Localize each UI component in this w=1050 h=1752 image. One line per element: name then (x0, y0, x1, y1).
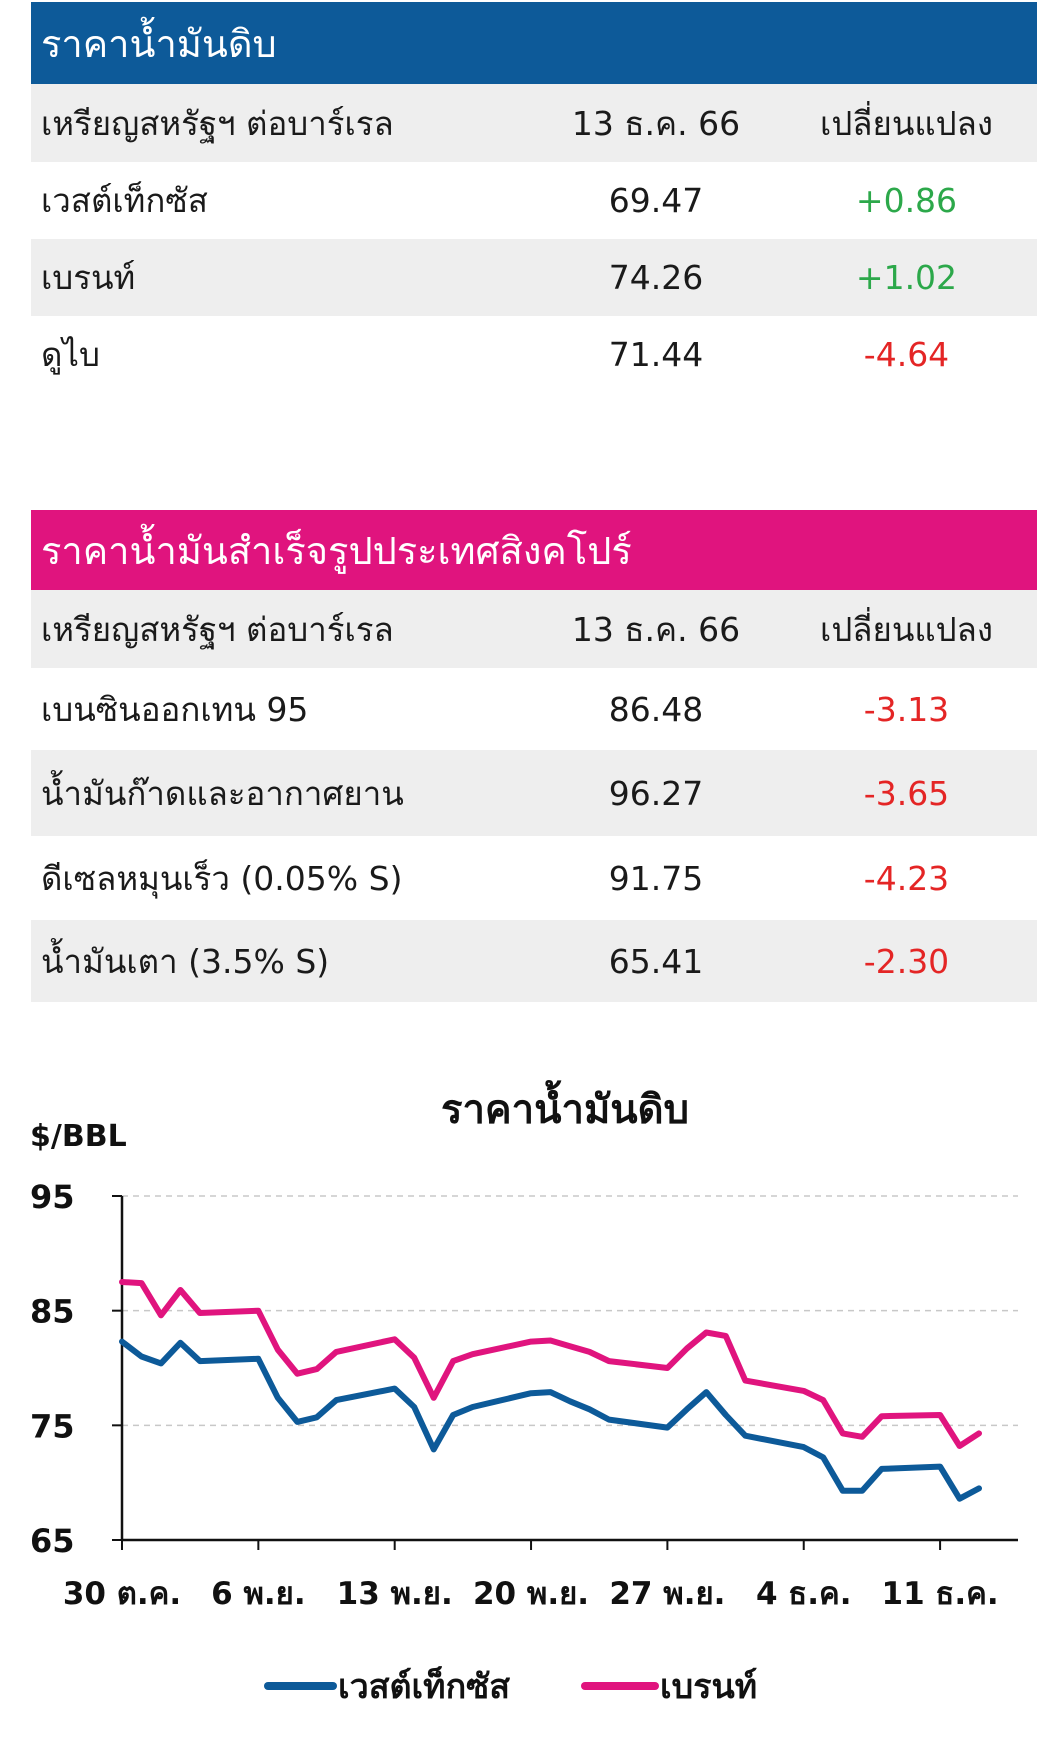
oil-name: เวสต์เท็กซัส (41, 181, 208, 220)
product-change: -3.65 (863, 773, 950, 813)
product-name: ดีเซลหมุนเร็ว (0.05% S) (41, 858, 403, 898)
product-name: น้ำมันเตา (3.5% S) (41, 941, 330, 981)
axes: 65 75 85 95 30 ต.ค. 6 พ.ย. 13 พ.ย. 20 พ.ย. 27 พ.… (30, 1178, 1018, 1612)
x-tick-label: 11 ธ.ค. (882, 1576, 999, 1612)
product-price: 91.75 (608, 858, 704, 898)
oil-name: เบรนท์ (41, 258, 136, 297)
table-row: เบรนท์ 74.26 +1.02 (31, 239, 1037, 316)
x-tick-label: 30 ต.ค. (63, 1576, 181, 1612)
crude-oil-line-chart: ราคาน้ำมันดิบ $/BBL 65 75 85 95 30 ต.ค. 6 พ.ย… (30, 1080, 1018, 1707)
table-row: น้ำมันก๊าดและอากาศยาน 96.27 -3.65 (31, 750, 1037, 836)
x-tick-label: 13 พ.ย. (337, 1576, 453, 1612)
oil-price: 71.44 (608, 335, 704, 374)
table-row: ดีเซลหมุนเร็ว (0.05% S) 91.75 -4.23 (31, 836, 1037, 920)
unit-label: เหรียญสหรัฐฯ ต่อบาร์เรล (41, 609, 394, 649)
y-tick-label: 85 (30, 1293, 75, 1331)
date-header: 13 ธ.ค. 66 (571, 103, 741, 143)
oil-name: ดูไบ (41, 335, 100, 374)
change-header: เปลี่ยนแปลง (820, 609, 993, 649)
series-lines (119, 1279, 982, 1502)
x-tick-label: 6 พ.ย. (211, 1576, 306, 1612)
brent-series-line (119, 1279, 982, 1449)
crude-oil-title: ราคาน้ำมันดิบ (31, 2, 1037, 84)
date-header: 13 ธ.ค. 66 (571, 609, 741, 649)
oil-price: 74.26 (608, 258, 704, 297)
oil-change: -4.64 (863, 335, 950, 374)
product-price: 86.48 (608, 689, 704, 729)
unit-label: เหรียญสหรัฐฯ ต่อบาร์เรล (41, 103, 394, 143)
oil-price: 69.47 (608, 181, 704, 220)
oil-change: +0.86 (855, 181, 958, 220)
wti-series-line (119, 1338, 982, 1502)
x-tick-label: 20 พ.ย. (473, 1576, 589, 1612)
y-tick-label: 75 (30, 1407, 75, 1445)
singapore-products-table: ราคาน้ำมันสำเร็จรูปประเทศสิงคโปร์ เหรียญ… (31, 510, 1037, 1002)
x-tick-label: 27 พ.ย. (609, 1576, 725, 1612)
table-row: น้ำมันเตา (3.5% S) 65.41 -2.30 (31, 920, 1037, 1002)
crude-oil-table: ราคาน้ำมันดิบ เหรียญสหรัฐฯ ต่อบาร์เรล 13… (31, 2, 1037, 393)
chart-title: ราคาน้ำมันดิบ (441, 1080, 689, 1133)
product-change: -2.30 (863, 941, 950, 981)
product-name: น้ำมันก๊าดและอากาศยาน (41, 773, 404, 813)
product-price: 65.41 (608, 941, 704, 981)
legend-label-wti: เวสต์เท็กซัส (338, 1665, 510, 1707)
legend: เวสต์เท็กซัส เบรนท์ (264, 1665, 757, 1707)
x-tick-label: 4 ธ.ค. (756, 1576, 852, 1612)
product-name: เบนซินออกเทน 95 (41, 689, 309, 729)
crude-oil-header-row: เหรียญสหรัฐฯ ต่อบาร์เรล 13 ธ.ค. 66 เปลี่… (31, 84, 1037, 162)
product-price: 96.27 (608, 773, 704, 813)
change-header: เปลี่ยนแปลง (820, 103, 993, 143)
table-row: เบนซินออกเทน 95 86.48 -3.13 (31, 668, 1037, 750)
y-tick-label: 65 (30, 1522, 75, 1560)
products-header-row: เหรียญสหรัฐฯ ต่อบาร์เรล 13 ธ.ค. 66 เปลี่… (31, 590, 1037, 668)
y-tick-label: 95 (30, 1178, 75, 1216)
table-row: เวสต์เท็กซัส 69.47 +0.86 (31, 162, 1037, 239)
table-row: ดูไบ 71.44 -4.64 (31, 316, 1037, 393)
oil-change: +1.02 (855, 258, 958, 297)
product-change: -3.13 (863, 689, 950, 729)
singapore-products-title: ราคาน้ำมันสำเร็จรูปประเทศสิงคโปร์ (31, 510, 1037, 590)
y-axis-unit-label: $/BBL (30, 1119, 127, 1154)
legend-label-brent: เบรนท์ (660, 1667, 757, 1707)
product-change: -4.23 (863, 858, 950, 898)
